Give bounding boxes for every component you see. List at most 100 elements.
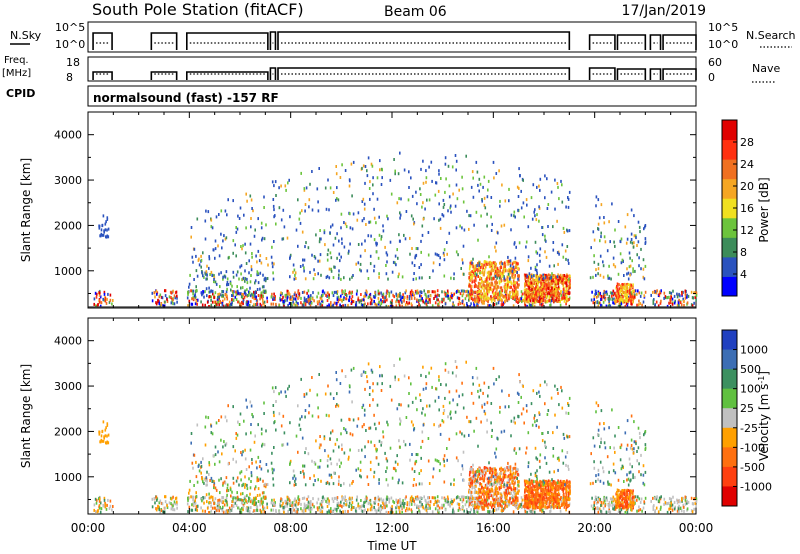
echo-pixel	[275, 510, 277, 514]
echo-pixel	[563, 230, 566, 234]
echo-pixel	[395, 510, 398, 514]
echo-pixel	[424, 207, 426, 211]
echo-pixel	[416, 247, 419, 251]
echo-pixel	[614, 497, 616, 501]
echo-pixel	[410, 214, 413, 218]
echo-pixel	[486, 224, 488, 228]
echo-pixel	[527, 284, 530, 288]
echo-pixel	[176, 506, 178, 510]
echo-pixel	[481, 474, 484, 478]
echo-pixel	[684, 292, 687, 296]
echo-pixel	[504, 494, 507, 498]
echo-pixel	[337, 300, 340, 304]
echo-pixel	[633, 241, 635, 245]
echo-pixel	[223, 274, 226, 278]
echo-pixel	[290, 302, 293, 305]
echo-pixel	[515, 269, 517, 273]
echo-pixel	[631, 295, 633, 299]
echo-pixel	[361, 504, 363, 508]
echo-pixel	[620, 302, 623, 306]
echo-pixel	[504, 288, 507, 292]
echo-pixel	[441, 290, 443, 294]
echo-pixel	[499, 297, 502, 301]
echo-pixel	[663, 502, 665, 506]
echo-pixel	[295, 500, 298, 504]
echo-pixel	[434, 290, 437, 294]
echo-pixel	[472, 262, 474, 266]
echo-pixel	[693, 497, 695, 501]
echo-pixel	[628, 265, 631, 269]
echo-pixel	[428, 496, 431, 500]
echo-pixel	[693, 507, 695, 511]
echo-pixel	[299, 265, 302, 268]
echo-pixel	[229, 282, 232, 286]
echo-pixel	[273, 296, 275, 300]
echo-pixel	[506, 279, 509, 283]
echo-pixel	[511, 275, 513, 279]
cpid-label: CPID	[6, 87, 35, 100]
echo-pixel	[621, 291, 624, 295]
echo-pixel	[383, 300, 385, 304]
echo-pixel	[196, 508, 198, 512]
echo-pixel	[443, 253, 445, 257]
echo-pixel	[291, 295, 294, 299]
echo-pixel	[297, 502, 300, 505]
echo-pixel	[295, 300, 298, 304]
echo-pixel	[436, 253, 438, 257]
echo-pixel	[337, 295, 340, 299]
echo-pixel	[271, 498, 273, 502]
echo-pixel	[528, 303, 531, 307]
echo-pixel	[638, 497, 641, 501]
echo-pixel	[155, 289, 158, 293]
echo-pixel	[597, 294, 599, 298]
echo-pixel	[347, 251, 350, 255]
echo-pixel	[163, 510, 166, 514]
echo-pixel	[412, 498, 415, 502]
echo-pixel	[263, 300, 266, 304]
echo-pixel	[608, 220, 610, 224]
echo-pixel	[533, 296, 536, 300]
echo-pixel	[551, 272, 553, 276]
echo-pixel	[565, 257, 567, 261]
echo-pixel	[331, 497, 334, 501]
echo-pixel	[271, 265, 274, 269]
echo-pixel	[595, 268, 597, 272]
echo-pixel	[333, 507, 336, 511]
echo-pixel	[241, 498, 243, 502]
echo-pixel	[98, 291, 100, 295]
echo-pixel	[275, 302, 277, 306]
echo-pixel	[595, 295, 598, 299]
echo-pixel	[568, 283, 571, 287]
echo-pixel	[469, 271, 471, 275]
echo-pixel	[196, 217, 199, 221]
echo-pixel	[602, 292, 605, 296]
echo-pixel	[488, 304, 491, 308]
echo-pixel	[486, 276, 488, 280]
echo-pixel	[344, 222, 347, 226]
echo-pixel	[449, 503, 451, 507]
echo-pixel	[627, 291, 630, 295]
echo-pixel	[466, 510, 468, 514]
echo-pixel	[256, 302, 258, 306]
echo-pixel	[616, 285, 618, 288]
echo-pixel	[364, 508, 366, 512]
echo-pixel	[292, 300, 294, 304]
echo-pixel	[611, 291, 613, 295]
echo-pixel	[507, 468, 509, 472]
echo-pixel	[563, 495, 565, 499]
echo-pixel	[446, 500, 449, 504]
echo-pixel	[509, 271, 511, 275]
echo-pixel	[426, 198, 428, 202]
echo-pixel	[634, 295, 636, 299]
echo-pixel	[604, 496, 607, 500]
echo-pixel	[624, 296, 627, 300]
echo-pixel	[509, 277, 511, 281]
echo-pixel	[295, 228, 298, 232]
echo-pixel	[294, 503, 297, 507]
echo-pixel	[339, 298, 342, 302]
echo-pixel	[371, 508, 373, 512]
echo-pixel	[484, 483, 487, 487]
colorbar-tick-label-5: 24	[740, 158, 754, 171]
echo-pixel	[248, 259, 250, 263]
echo-pixel	[345, 225, 348, 229]
